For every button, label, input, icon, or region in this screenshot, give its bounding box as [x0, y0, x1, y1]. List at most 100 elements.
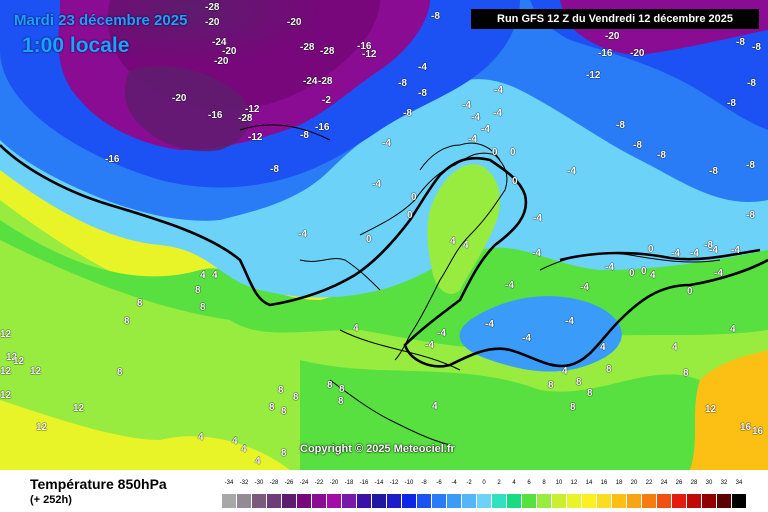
temperature-label: 0 [641, 266, 647, 277]
legend-swatch [582, 494, 596, 508]
temperature-label: -8 [746, 160, 755, 171]
temperature-label: -4 [382, 138, 391, 149]
temperature-label: -12 [245, 104, 260, 115]
temperature-label: -4 [481, 124, 490, 135]
legend-swatch [672, 494, 686, 508]
temperature-label: 0 [648, 244, 654, 255]
temperature-label: 8 [327, 380, 333, 391]
legend-tick-label: -2 [466, 480, 472, 486]
temperature-label: 12 [6, 352, 18, 363]
legend-swatch [267, 494, 281, 508]
temperature-label: 12 [705, 404, 717, 415]
legend-tick-label: -16 [359, 480, 369, 486]
legend-swatch [282, 494, 296, 508]
temperature-label: -4 [671, 248, 680, 259]
legend-tick-label: 16 [600, 480, 608, 486]
temperature-label: -8 [704, 240, 713, 251]
temperature-label: 4 [672, 342, 678, 353]
temperature-label: -28 [238, 113, 253, 124]
temperature-label: -28 [205, 2, 220, 13]
temperature-label: 4 [600, 342, 606, 353]
field-cold-east [459, 296, 622, 372]
legend-tick-label: -34 [224, 480, 234, 486]
temperature-label: -4 [505, 280, 514, 291]
legend-swatch [312, 494, 326, 508]
legend-swatch [537, 494, 551, 508]
temperature-label: 8 [606, 364, 612, 375]
legend-tick-label: 20 [630, 480, 638, 486]
legend-tick-label: 0 [482, 480, 486, 486]
legend-swatch [552, 494, 566, 508]
field-greenland [124, 66, 251, 152]
legend-swatch [717, 494, 731, 508]
run-info: Run GFS 12 Z du Vendredi 12 décembre 202… [471, 9, 759, 29]
temperature-label: -4 [485, 319, 494, 330]
temperature-label: -4 [731, 245, 740, 256]
legend-swatch [417, 494, 431, 508]
temperature-label: -20 [630, 48, 645, 59]
legend-swatch [357, 494, 371, 508]
temperature-label: -8 [398, 78, 407, 89]
legend-swatch [432, 494, 446, 508]
field-green-continent [0, 60, 768, 349]
legend-tick-label: -28 [269, 480, 279, 486]
temperature-label: -12 [586, 70, 601, 81]
legend-tick-label: 24 [660, 480, 668, 486]
legend-tick-label: -32 [239, 480, 249, 486]
temperature-label: 0 [492, 147, 498, 158]
temperature-label: 8 [117, 367, 123, 378]
field-orange-se [690, 350, 768, 470]
temperature-label: -4 [425, 340, 434, 351]
temperature-label: -24 [303, 76, 318, 87]
temperature-label: -8 [431, 11, 440, 22]
legend-tick-label: 22 [645, 480, 653, 486]
legend-tick-label: -4 [451, 480, 457, 486]
forecast-date: Mardi 23 décembre 2025 [14, 12, 188, 29]
temperature-label: 8 [200, 302, 206, 313]
temperature-label: -12 [362, 49, 377, 60]
temperature-label: 0 [510, 147, 516, 158]
temperature-label: 4 [212, 270, 218, 281]
legend-swatch [702, 494, 716, 508]
temperature-label: -4 [471, 112, 480, 123]
temperature-label: 4 [562, 366, 568, 377]
temperature-label: 0 [411, 192, 417, 203]
temperature-label: -4 [522, 333, 531, 344]
temperature-label: 8 [587, 388, 593, 399]
temperature-label: -4 [462, 100, 471, 111]
legend-tick-label: -12 [389, 480, 399, 486]
field-scandinavia [427, 164, 500, 294]
legend-swatch [402, 494, 416, 508]
map-variable-title: Température 850hPa [30, 476, 167, 492]
temperature-label: -4 [565, 316, 574, 327]
temperature-label: -4 [494, 85, 503, 96]
temperature-label: -8 [709, 166, 718, 177]
legend-tick-label: 8 [542, 480, 546, 486]
temperature-label: 8 [269, 402, 275, 413]
legend-swatch [507, 494, 521, 508]
temperature-label: -4 [493, 108, 502, 119]
temperature-label: -4 [533, 213, 542, 224]
legend-swatch [372, 494, 386, 508]
temperature-label: -16 [208, 110, 223, 121]
temperature-label: -8 [747, 78, 756, 89]
legend-tick-label: 2 [497, 480, 501, 486]
temperature-label: -20 [205, 17, 220, 28]
legend-tick-label: 14 [585, 480, 593, 486]
temperature-label: -8 [418, 88, 427, 99]
temperature-label: -16 [357, 41, 372, 52]
legend-tick-label: 32 [720, 480, 728, 486]
legend-swatch [657, 494, 671, 508]
legend-tick-label: 18 [615, 480, 623, 486]
legend-swatch [567, 494, 581, 508]
legend-swatch [252, 494, 266, 508]
temperature-label: 12 [0, 329, 12, 340]
temperature-label: -20 [222, 46, 237, 57]
legend-tick-label: -14 [374, 480, 384, 486]
legend-tick-label: 10 [555, 480, 563, 486]
temperature-label: 12 [0, 390, 12, 401]
temperature-label: -20 [172, 93, 187, 104]
temperature-label: -4 [372, 179, 381, 190]
temperature-label: 0 [407, 210, 413, 221]
temperature-label: -20 [605, 31, 620, 42]
